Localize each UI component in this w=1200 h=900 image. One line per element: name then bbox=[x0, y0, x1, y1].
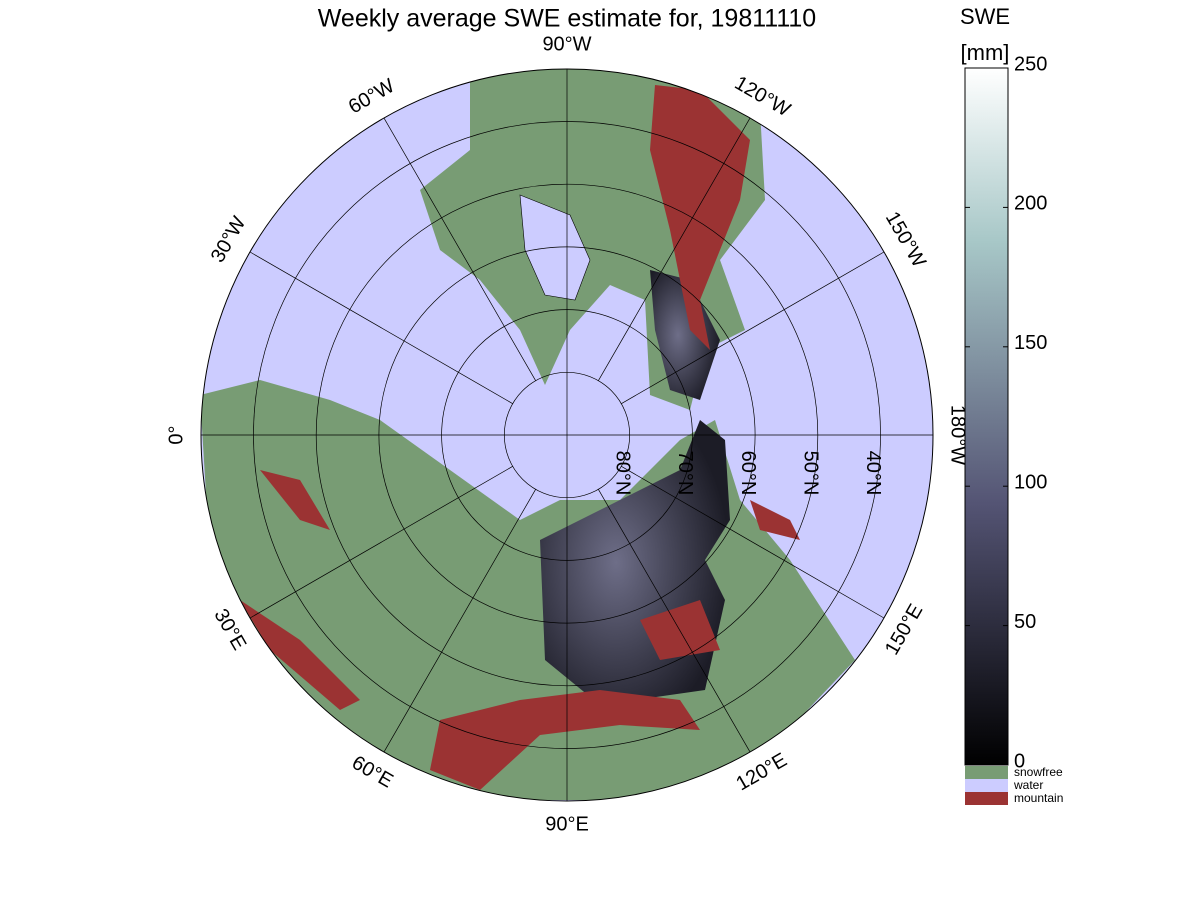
legend-label: snowfree bbox=[1014, 765, 1063, 779]
meridian-label: 60°E bbox=[348, 752, 397, 793]
meridian-label: 30°W bbox=[207, 213, 251, 267]
colorbar-tick-label: 200 bbox=[1014, 193, 1047, 215]
snow-cover bbox=[650, 270, 720, 400]
colorbar-title: SWE bbox=[960, 4, 1010, 29]
legend-label: mountain bbox=[1014, 791, 1063, 805]
colorbar-tick-label: 150 bbox=[1014, 332, 1047, 354]
title: Weekly average SWE estimate for, 1981111… bbox=[318, 5, 816, 33]
meridian bbox=[621, 466, 885, 619]
meridian-label: 60°W bbox=[345, 75, 399, 119]
map-border bbox=[200, 68, 934, 802]
meridian-label: 90°W bbox=[542, 33, 591, 55]
meridian bbox=[383, 117, 536, 381]
map-area bbox=[201, 69, 933, 801]
meridian bbox=[383, 489, 536, 753]
mountains bbox=[240, 85, 800, 790]
legend-label: water bbox=[1013, 778, 1043, 792]
meridian bbox=[598, 117, 751, 381]
parallel-label: 80°N bbox=[611, 451, 633, 496]
meridian-label: 0° bbox=[165, 425, 187, 444]
meridian-label: 30°E bbox=[209, 605, 250, 654]
meridian-label: 90°E bbox=[545, 813, 589, 835]
meridian bbox=[249, 466, 513, 619]
legend-swatch bbox=[965, 766, 1008, 779]
meridian bbox=[249, 251, 513, 404]
colorbar-tick-label: 250 bbox=[1014, 53, 1047, 75]
colorbar bbox=[964, 67, 1009, 766]
parallel-label: 70°N bbox=[674, 451, 696, 496]
parallel-label: 50°N bbox=[800, 451, 822, 496]
legend-swatch bbox=[965, 792, 1008, 805]
graticule bbox=[201, 69, 933, 801]
meridian bbox=[621, 251, 885, 404]
colorbar-tick-label: 100 bbox=[1014, 471, 1047, 493]
colorbar-unit: [mm] bbox=[961, 40, 1010, 65]
colorbar-tick-label: 0 bbox=[1014, 750, 1025, 772]
parallel-label: 60°N bbox=[737, 451, 759, 496]
colorbar-tick-label: 50 bbox=[1014, 611, 1036, 633]
parallel-label: 40°N bbox=[862, 451, 884, 496]
meridian bbox=[598, 489, 751, 753]
legend-swatch bbox=[965, 779, 1008, 792]
meridian-label: 180°W bbox=[947, 405, 969, 465]
